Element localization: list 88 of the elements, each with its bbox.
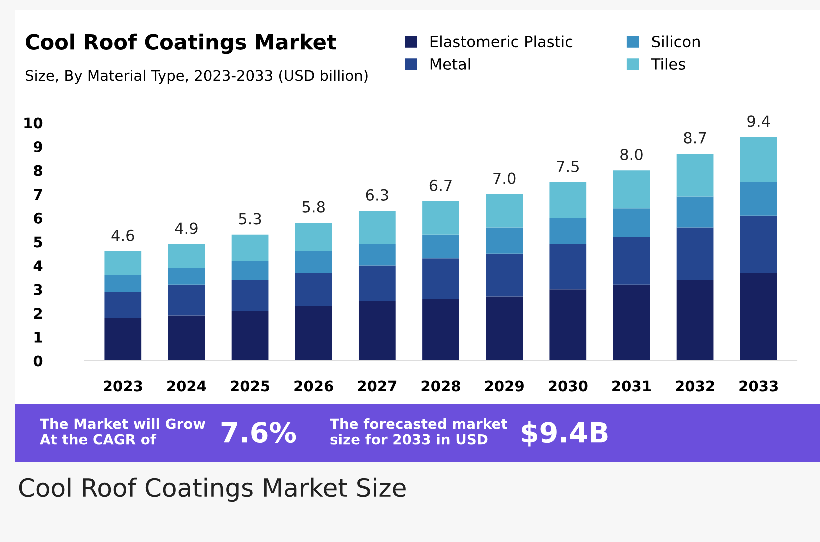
total-label: 5.8 [302, 201, 325, 213]
bar [676, 154, 714, 197]
bar [104, 292, 142, 318]
x-tick-label: 2024 [168, 380, 206, 392]
x-tick-label: 2026 [294, 380, 334, 392]
total-label: 5.3 [239, 213, 262, 225]
bar [486, 194, 524, 228]
total-label: 4.9 [175, 222, 198, 234]
total-label: 7.0 [494, 172, 516, 184]
total-label: 8.0 [620, 148, 643, 160]
bar [740, 216, 778, 273]
bar [232, 280, 269, 312]
total-label: 6.3 [366, 189, 388, 201]
total-label: 9.4 [748, 116, 770, 128]
bar [232, 234, 269, 262]
chart-title: Cool Roof Coatings Market [26, 34, 336, 54]
x-tick-label: 2027 [358, 380, 397, 392]
x-tick-label: 2023 [104, 380, 142, 392]
bar [295, 252, 332, 273]
y-tick-label: 2 [34, 308, 42, 319]
y-tick-label: 8 [34, 165, 42, 176]
x-tick-label: 2031 [612, 380, 652, 392]
bar [358, 211, 396, 244]
bar [613, 284, 650, 361]
bar [486, 228, 524, 254]
y-tick-label: 9 [34, 142, 42, 153]
text: The forecasted market size for 2033 in USD [330, 418, 508, 445]
chart-subtitle: Size, By Material Type, 2023-2033 (USD billion) [26, 70, 368, 84]
bar [422, 258, 460, 300]
x-tick-label: 2032 [676, 380, 714, 392]
y-tick-label: 1 [34, 332, 42, 343]
legend-label: Elastomeric Plastic [430, 36, 573, 48]
x-tick-label: 2025 [231, 380, 270, 392]
bar [422, 202, 460, 235]
bar [613, 237, 650, 285]
bar [740, 182, 778, 216]
bar [740, 137, 778, 182]
bar [550, 182, 587, 218]
legend-label: Metal [430, 58, 470, 70]
bar [740, 272, 778, 361]
bar [358, 244, 396, 266]
bar [550, 218, 587, 244]
bar [168, 268, 206, 285]
bar [232, 311, 269, 361]
y-tick-label: 6 [34, 212, 43, 224]
bar [613, 170, 650, 209]
bar [486, 254, 524, 297]
bar [550, 244, 587, 290]
total-label: 7.5 [557, 161, 579, 172]
bar [168, 316, 206, 361]
bar [358, 266, 396, 302]
bar [422, 299, 460, 361]
text: The Market will Grow At the CAGR of [40, 418, 206, 445]
bar [295, 222, 332, 252]
y-tick-label: 0 [34, 356, 43, 367]
bar [104, 275, 142, 292]
text: Cool Roof Coatings Market Size [19, 478, 406, 502]
bar [676, 196, 714, 228]
bar [613, 208, 650, 238]
y-tick-label: 4 [34, 260, 43, 272]
bar [295, 272, 332, 306]
bar [168, 244, 206, 268]
total-label: 4.6 [112, 230, 134, 242]
x-tick-label: 2030 [549, 380, 588, 392]
x-tick-label: 2028 [422, 380, 460, 392]
bar [676, 228, 714, 280]
bar [232, 261, 269, 280]
x-tick-label: 2033 [740, 380, 778, 392]
legend-label: Tiles [651, 58, 686, 70]
bar [676, 280, 714, 361]
bar [168, 284, 206, 316]
y-tick-label: 3 [34, 284, 42, 296]
bar [486, 296, 524, 361]
legend-label: Silicon [652, 36, 700, 48]
bar [104, 252, 142, 276]
bar [550, 290, 587, 361]
bar [104, 318, 142, 361]
bar [295, 306, 332, 361]
total-label: 8.7 [684, 132, 706, 144]
y-tick-label: 5 [34, 236, 42, 248]
text: 7.6% [222, 422, 296, 444]
y-tick-label: 10 [24, 118, 43, 129]
x-tick-label: 2029 [485, 380, 524, 392]
bar [422, 234, 460, 259]
bar [358, 302, 396, 361]
text: $9.4B [522, 422, 608, 447]
total-label: 6.7 [430, 180, 452, 192]
y-tick-label: 7 [34, 189, 42, 200]
